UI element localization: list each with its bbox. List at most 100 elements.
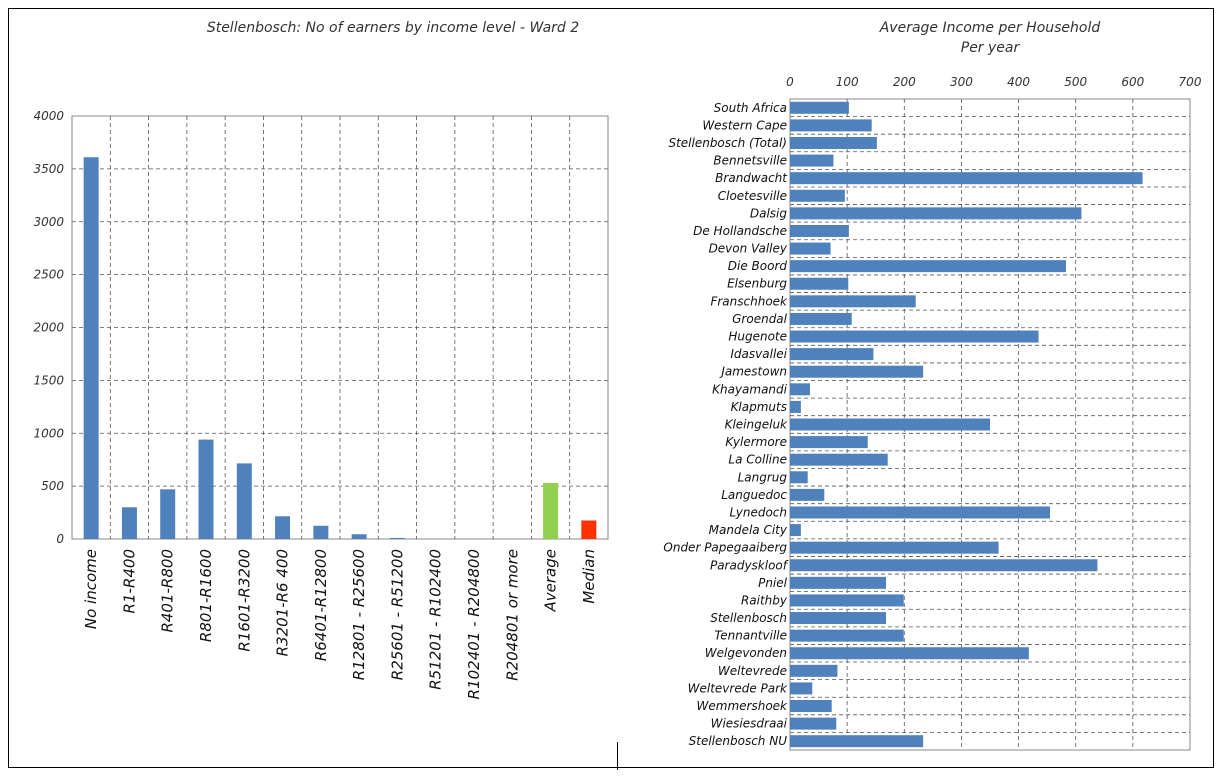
right-category-label: Stellenbosch (Total) (668, 136, 787, 150)
right-category-label: La Colline (728, 453, 787, 467)
figure-frame (8, 8, 1214, 768)
right-bar (790, 594, 904, 607)
right-category-label: Hugenote (728, 330, 787, 344)
right-category-label: Bennetsville (713, 154, 787, 168)
right-category-label: Franschhoek (710, 294, 788, 308)
right-bar (790, 664, 838, 677)
right-category-label: Khayamandi (712, 382, 788, 396)
left-category-label: R25601 - R51200 (388, 549, 406, 680)
right-category-label: Paradyskloof (710, 558, 789, 572)
right-bar (790, 576, 886, 589)
left-bar (351, 534, 367, 539)
right-chart-title: Average Income per Household (879, 20, 1101, 36)
right-bar (790, 418, 990, 431)
right-bar (790, 629, 904, 642)
right-bar (790, 700, 832, 713)
right-bar (790, 400, 801, 413)
right-bar (790, 172, 1143, 185)
right-category-label: Kylermore (725, 435, 787, 449)
right-bar (790, 260, 1066, 273)
right-bar (790, 471, 808, 484)
right-category-label: De Hollandsche (693, 224, 787, 238)
left-y-tick-label: 0 (56, 532, 64, 546)
right-category-label: Stellenbosch (710, 611, 787, 625)
left-chart-title: Stellenbosch: No of earners by income le… (207, 20, 579, 36)
right-bar (790, 277, 849, 290)
right-category-label: Brandwacht (715, 171, 788, 185)
left-bar (198, 439, 214, 539)
right-category-label: Welgevonden (705, 646, 787, 660)
right-bar (790, 682, 813, 695)
left-category-label: R204801 or more (503, 549, 521, 681)
right-bar (790, 312, 852, 325)
right-bar (790, 506, 1050, 519)
right-category-label: Langrug (738, 470, 788, 484)
right-category-label: Kleingeluk (725, 418, 788, 432)
left-y-tick-label: 3000 (33, 215, 64, 229)
left-category-label: No income (82, 549, 100, 629)
right-bar (790, 189, 845, 202)
right-bar (790, 488, 825, 501)
left-y-tick-label: 4000 (33, 109, 64, 123)
right-bar (790, 101, 849, 114)
left-category-label: R1-R400 (120, 549, 138, 613)
right-category-label: Jamestown (719, 365, 787, 379)
right-bar-chart: 0 100 200 300 400 500 600 700 South Africa Wester… (663, 75, 1202, 751)
right-category-label: Wiesiesdraai (711, 717, 788, 731)
right-x-tick-label: 600 (1121, 75, 1144, 89)
left-y-tick-label: 1000 (33, 426, 64, 440)
right-category-label: Devon Valley (709, 242, 788, 256)
left-bar (160, 489, 176, 539)
right-category-label: Weltevrede (718, 664, 787, 678)
right-bar (790, 524, 801, 537)
right-bar (790, 119, 872, 132)
right-bar (790, 136, 877, 149)
left-category-label: R801-R1600 (197, 549, 215, 642)
right-bar (790, 647, 1029, 660)
right-x-tick-label: 100 (836, 75, 859, 89)
right-category-label: Tennantville (714, 629, 787, 643)
right-category-label: Groendal (732, 312, 788, 326)
left-bar (83, 157, 99, 539)
right-x-tick-label: 0 (786, 75, 794, 89)
left-category-label: R51201 - R102400 (427, 549, 445, 690)
right-bar (790, 717, 837, 730)
left-bar (389, 537, 405, 539)
left-category-label: R6401-R12800 (312, 549, 330, 661)
right-bar (790, 207, 1082, 220)
left-y-tick-label: 500 (41, 479, 64, 493)
right-category-label: Klapmuts (731, 400, 787, 414)
left-y-tick-label: 2000 (33, 321, 64, 335)
right-category-label: South Africa (714, 101, 787, 115)
right-bar (790, 735, 924, 748)
right-x-tick-label: 500 (1064, 75, 1087, 89)
right-category-label: Stellenbosch NU (689, 734, 788, 748)
right-bar (790, 559, 1098, 572)
right-category-label: Raithby (741, 593, 788, 607)
right-category-label: Elsenburg (727, 277, 787, 291)
right-category-label: Lynedoch (729, 505, 787, 519)
left-y-tick-label: 3500 (33, 162, 64, 176)
left-y-tick-label: 1500 (33, 373, 64, 387)
left-bar (121, 507, 137, 539)
left-category-label: Average (542, 549, 560, 612)
right-bar (790, 224, 849, 237)
left-category-label: R3201-R6 400 (274, 549, 292, 656)
left-bar (275, 516, 291, 539)
left-category-label: R401-R800 (159, 549, 177, 633)
right-bar (790, 541, 999, 554)
left-category-label: Median (580, 549, 598, 604)
right-category-label: Onder Papegaaiberg (663, 541, 787, 555)
left-bar (236, 463, 252, 539)
right-category-label: Wemmershoek (697, 699, 789, 713)
right-bar (790, 612, 886, 625)
right-bar (790, 436, 868, 449)
right-bar (790, 295, 916, 308)
left-bar (581, 520, 597, 539)
right-category-label: Weltevrede Park (688, 681, 788, 695)
left-bar-chart: 0 500 1000 1500 2000 2500 3000 3500 4000 No incom… (33, 109, 609, 699)
right-bar (790, 365, 924, 378)
right-category-label: Cloetesville (718, 189, 787, 203)
right-bar (790, 330, 1039, 343)
